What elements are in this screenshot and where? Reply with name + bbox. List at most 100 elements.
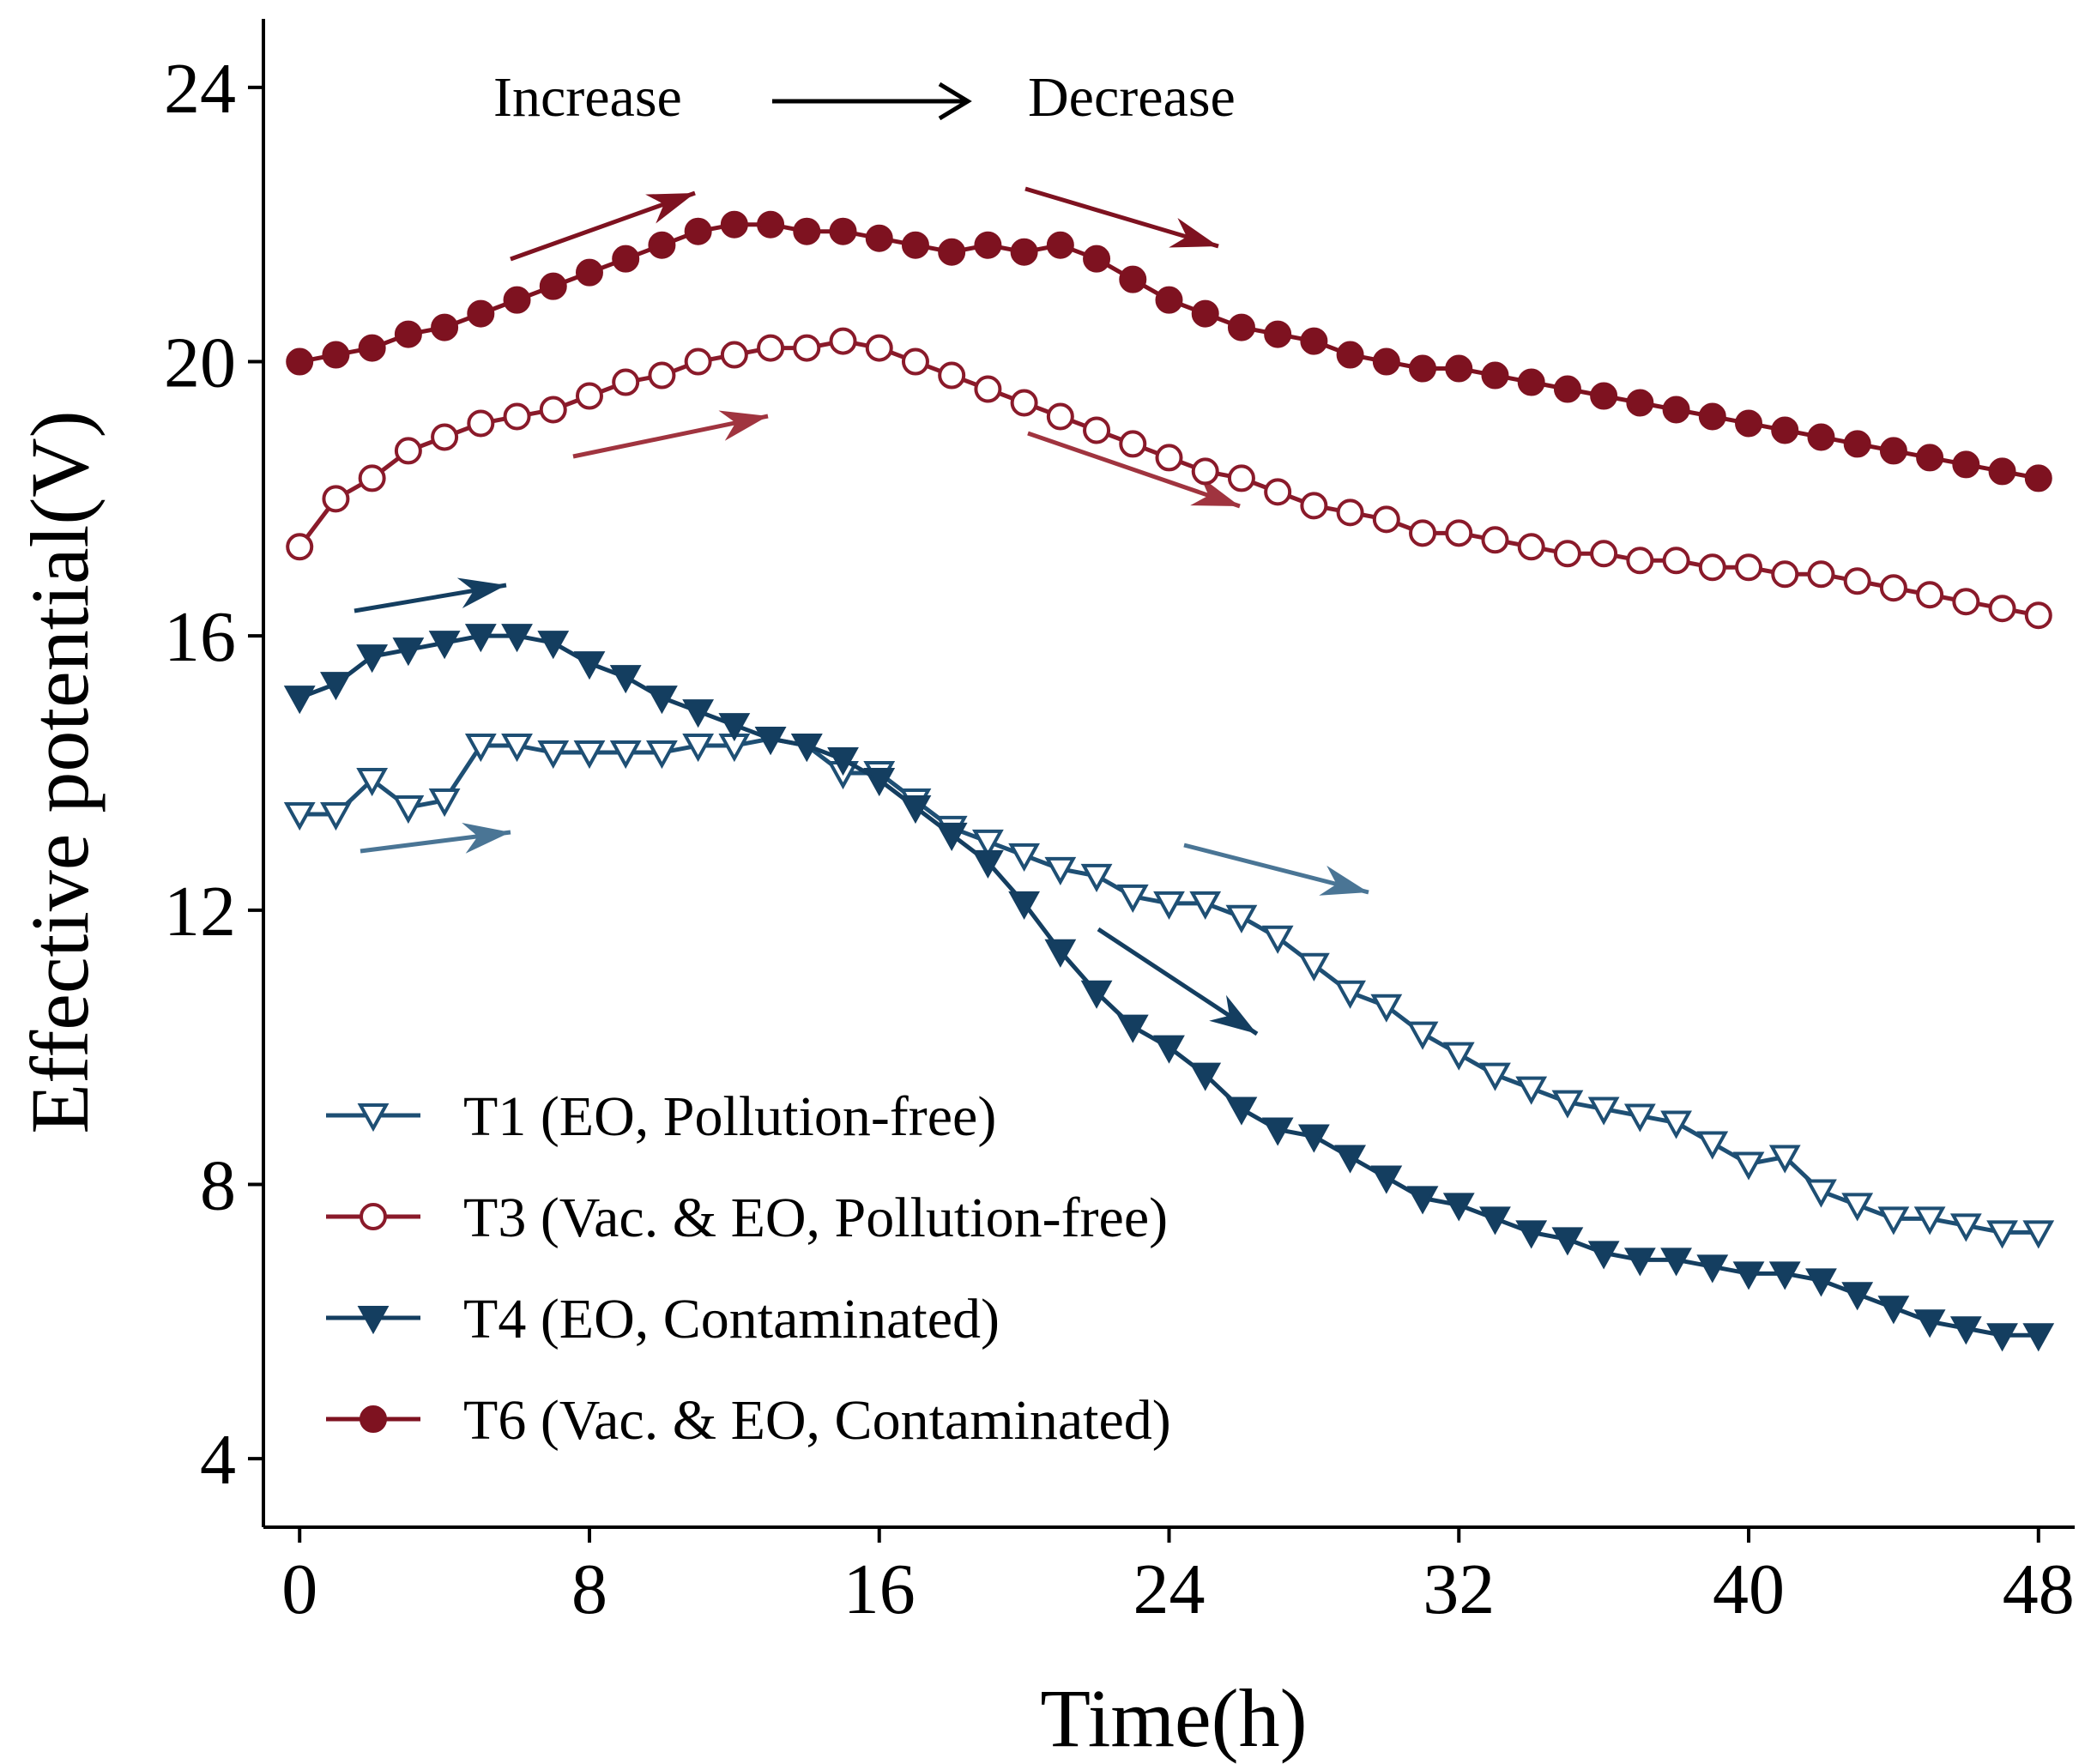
data-point bbox=[1698, 553, 1726, 582]
data-point bbox=[1735, 409, 1763, 438]
series-2 bbox=[286, 327, 2052, 630]
data-point bbox=[1623, 1103, 1656, 1133]
data-point bbox=[1010, 238, 1038, 266]
data-point bbox=[1879, 574, 1907, 602]
y-axis-title: Effective potential(V) bbox=[14, 410, 106, 1133]
data-point bbox=[1046, 231, 1074, 259]
data-point bbox=[1046, 402, 1074, 431]
data-point bbox=[1406, 1186, 1439, 1215]
data-point bbox=[356, 644, 389, 674]
data-point bbox=[974, 231, 1002, 259]
data-point bbox=[757, 210, 785, 239]
data-point bbox=[1334, 1145, 1366, 1174]
data-point bbox=[1587, 1241, 1620, 1270]
data-point bbox=[682, 734, 715, 763]
trend-arrow-head bbox=[462, 823, 511, 854]
data-point bbox=[1264, 320, 1292, 348]
data-point bbox=[1877, 1296, 1910, 1325]
data-point bbox=[1916, 444, 1944, 472]
x-tick-label: 8 bbox=[571, 1550, 607, 1629]
trend-arrows bbox=[354, 186, 1369, 1036]
data-point bbox=[1696, 1254, 1729, 1284]
data-point bbox=[1153, 1035, 1185, 1064]
data-point bbox=[972, 849, 1004, 879]
trend-arrow bbox=[572, 410, 769, 459]
data-point bbox=[684, 217, 712, 245]
data-point bbox=[682, 699, 715, 728]
trend-arrow-shaft bbox=[1027, 431, 1241, 509]
data-point bbox=[1044, 939, 1077, 968]
data-point bbox=[1805, 1179, 1837, 1208]
data-point bbox=[1553, 375, 1581, 403]
data-point bbox=[646, 686, 678, 715]
data-point bbox=[2024, 464, 2052, 492]
data-point bbox=[1445, 519, 1473, 547]
data-point bbox=[720, 341, 748, 369]
annotation-increase: Increase bbox=[493, 66, 682, 129]
trend-arrow bbox=[1097, 927, 1259, 1036]
trend-arrow bbox=[354, 577, 507, 613]
data-point bbox=[1191, 299, 1219, 328]
data-point bbox=[1913, 1309, 1946, 1338]
series-layer bbox=[283, 210, 2055, 1352]
legend: T1 (EO, Pollution-free) T3 (Vac. & EO, Po… bbox=[326, 1085, 1171, 1452]
data-point bbox=[283, 801, 316, 831]
data-point bbox=[1660, 1247, 1692, 1277]
data-point bbox=[1732, 1261, 1765, 1290]
data-point bbox=[1843, 430, 1871, 458]
legend-marker bbox=[360, 1405, 387, 1433]
data-point bbox=[358, 334, 386, 362]
x-tick-label: 16 bbox=[843, 1550, 916, 1629]
data-point bbox=[718, 713, 751, 742]
data-point bbox=[394, 320, 422, 348]
data-point bbox=[1008, 843, 1041, 873]
data-point bbox=[1080, 863, 1113, 892]
data-point bbox=[575, 258, 603, 287]
data-point bbox=[865, 334, 893, 362]
data-point bbox=[1952, 450, 1980, 479]
data-point bbox=[1370, 994, 1403, 1023]
data-point bbox=[1406, 1021, 1439, 1050]
legend-marker bbox=[357, 1103, 390, 1133]
data-point bbox=[1662, 547, 1690, 575]
data-point bbox=[428, 788, 461, 818]
data-point bbox=[1445, 354, 1473, 383]
data-point bbox=[1768, 1261, 1801, 1290]
annotation-decrease: Decrease bbox=[1028, 66, 1236, 129]
data-point bbox=[648, 361, 676, 390]
data-point bbox=[575, 382, 603, 410]
data-point bbox=[2022, 1323, 2055, 1352]
data-point bbox=[793, 334, 821, 362]
trend-arrow-head bbox=[1319, 865, 1369, 896]
data-point bbox=[464, 624, 497, 653]
data-point bbox=[1300, 327, 1328, 355]
data-point bbox=[1116, 884, 1149, 913]
trend-arrow-shaft bbox=[572, 414, 769, 459]
y-tick-label: 4 bbox=[200, 1420, 236, 1500]
data-point bbox=[1696, 1131, 1729, 1160]
data-point bbox=[1261, 925, 1294, 954]
data-point bbox=[1481, 526, 1509, 554]
legend-label: T3 (Vac. & EO, Pollution-free) bbox=[463, 1187, 1168, 1249]
trend-arrow-head bbox=[1190, 476, 1240, 506]
trend-arrow-head bbox=[456, 577, 506, 608]
data-point bbox=[1010, 389, 1038, 417]
series-3 bbox=[283, 624, 2055, 1352]
data-point bbox=[1300, 492, 1328, 520]
legend-label: T6 (Vac. & EO, Contaminated) bbox=[463, 1389, 1171, 1452]
data-point bbox=[537, 740, 570, 770]
trend-arrow bbox=[1024, 186, 1219, 249]
trend-arrow bbox=[1027, 431, 1241, 509]
data-point bbox=[1986, 1323, 2018, 1352]
data-point bbox=[1119, 265, 1147, 293]
data-point bbox=[829, 217, 857, 245]
data-point bbox=[1481, 361, 1509, 390]
data-point bbox=[1008, 891, 1041, 920]
data-point bbox=[827, 747, 859, 776]
data-point bbox=[1771, 560, 1799, 589]
data-point bbox=[612, 245, 640, 273]
data-point bbox=[901, 231, 929, 259]
data-point bbox=[1698, 402, 1726, 431]
trend-arrow-head bbox=[1209, 994, 1257, 1034]
data-point bbox=[1913, 1206, 1946, 1235]
